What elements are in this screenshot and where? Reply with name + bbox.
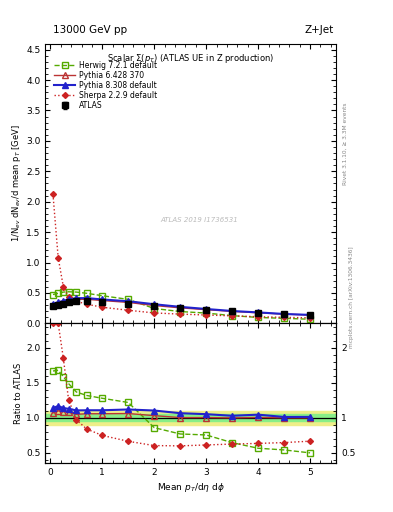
Sherpa 2.2.9 default	[66, 293, 71, 300]
Pythia 6.428 370	[61, 298, 66, 305]
Herwig 7.2.1 default	[66, 289, 71, 295]
Pythia 8.308 default	[126, 298, 130, 304]
Herwig 7.2.1 default	[256, 314, 261, 321]
Sherpa 2.2.9 default	[61, 284, 66, 290]
Text: Scalar $\Sigma(p_T)$ (ATLAS UE in Z production): Scalar $\Sigma(p_T)$ (ATLAS UE in Z prod…	[107, 52, 274, 65]
Sherpa 2.2.9 default	[282, 314, 286, 321]
Herwig 7.2.1 default	[51, 291, 55, 297]
Sherpa 2.2.9 default	[126, 307, 130, 313]
Pythia 6.428 370	[56, 301, 61, 307]
Pythia 6.428 370	[178, 305, 183, 311]
Text: mcplots.cern.ch [arXiv:1306.3436]: mcplots.cern.ch [arXiv:1306.3436]	[349, 246, 354, 348]
Pythia 6.428 370	[282, 311, 286, 317]
Y-axis label: 1/N$_{ev}$ dN$_{ev}$/d mean p$_T$ [GeV]: 1/N$_{ev}$ dN$_{ev}$/d mean p$_T$ [GeV]	[10, 124, 23, 242]
Pythia 6.428 370	[126, 300, 130, 306]
Sherpa 2.2.9 default	[152, 310, 156, 316]
Line: Pythia 6.428 370: Pythia 6.428 370	[50, 296, 313, 318]
Herwig 7.2.1 default	[61, 289, 66, 295]
Pythia 6.428 370	[152, 303, 156, 309]
Pythia 8.308 default	[204, 306, 209, 312]
Pythia 8.308 default	[230, 308, 235, 314]
Sherpa 2.2.9 default	[256, 314, 261, 320]
Pythia 6.428 370	[84, 296, 89, 302]
Pythia 6.428 370	[308, 312, 312, 318]
Herwig 7.2.1 default	[56, 290, 61, 296]
Herwig 7.2.1 default	[74, 289, 79, 295]
Pythia 8.308 default	[308, 312, 312, 318]
Text: Rivet 3.1.10, ≥ 3.3M events: Rivet 3.1.10, ≥ 3.3M events	[343, 102, 348, 185]
Text: Z+Jet: Z+Jet	[305, 25, 334, 35]
Pythia 6.428 370	[100, 297, 105, 304]
Herwig 7.2.1 default	[282, 315, 286, 322]
Sherpa 2.2.9 default	[56, 254, 61, 261]
Legend: Herwig 7.2.1 default, Pythia 6.428 370, Pythia 8.308 default, Sherpa 2.2.9 defau: Herwig 7.2.1 default, Pythia 6.428 370, …	[53, 59, 158, 112]
Text: 13000 GeV pp: 13000 GeV pp	[53, 25, 127, 35]
Herwig 7.2.1 default	[100, 293, 105, 299]
Text: ATLAS 2019 I1736531: ATLAS 2019 I1736531	[160, 217, 238, 223]
Line: Sherpa 2.2.9 default: Sherpa 2.2.9 default	[51, 193, 312, 320]
Sherpa 2.2.9 default	[204, 312, 209, 318]
Pythia 6.428 370	[204, 307, 209, 313]
Sherpa 2.2.9 default	[51, 191, 55, 198]
Pythia 6.428 370	[74, 296, 79, 303]
Pythia 6.428 370	[230, 308, 235, 314]
Pythia 8.308 default	[56, 300, 61, 306]
Herwig 7.2.1 default	[152, 306, 156, 312]
Sherpa 2.2.9 default	[74, 298, 79, 304]
Sherpa 2.2.9 default	[230, 313, 235, 319]
Herwig 7.2.1 default	[308, 316, 312, 322]
Pythia 8.308 default	[84, 295, 89, 301]
Pythia 6.428 370	[66, 297, 71, 304]
Pythia 8.308 default	[256, 309, 261, 315]
Herwig 7.2.1 default	[178, 308, 183, 314]
Pythia 8.308 default	[282, 311, 286, 317]
Pythia 8.308 default	[51, 301, 55, 307]
Pythia 8.308 default	[100, 296, 105, 303]
Sherpa 2.2.9 default	[308, 315, 312, 321]
Herwig 7.2.1 default	[126, 296, 130, 303]
Y-axis label: Ratio to ATLAS: Ratio to ATLAS	[14, 363, 23, 424]
Pythia 8.308 default	[152, 301, 156, 307]
Herwig 7.2.1 default	[230, 312, 235, 318]
Pythia 8.308 default	[61, 298, 66, 304]
Sherpa 2.2.9 default	[100, 304, 105, 310]
Sherpa 2.2.9 default	[178, 311, 183, 317]
Line: Herwig 7.2.1 default: Herwig 7.2.1 default	[50, 289, 313, 322]
Pythia 6.428 370	[51, 302, 55, 308]
Pythia 6.428 370	[256, 310, 261, 316]
Line: Pythia 8.308 default: Pythia 8.308 default	[50, 295, 313, 317]
Pythia 8.308 default	[74, 295, 79, 301]
Herwig 7.2.1 default	[84, 290, 89, 296]
Sherpa 2.2.9 default	[84, 301, 89, 307]
Pythia 8.308 default	[178, 304, 183, 310]
X-axis label: Mean $p_T$/d$\eta$ d$\phi$: Mean $p_T$/d$\eta$ d$\phi$	[157, 481, 224, 495]
Pythia 8.308 default	[66, 296, 71, 303]
Herwig 7.2.1 default	[204, 310, 209, 316]
